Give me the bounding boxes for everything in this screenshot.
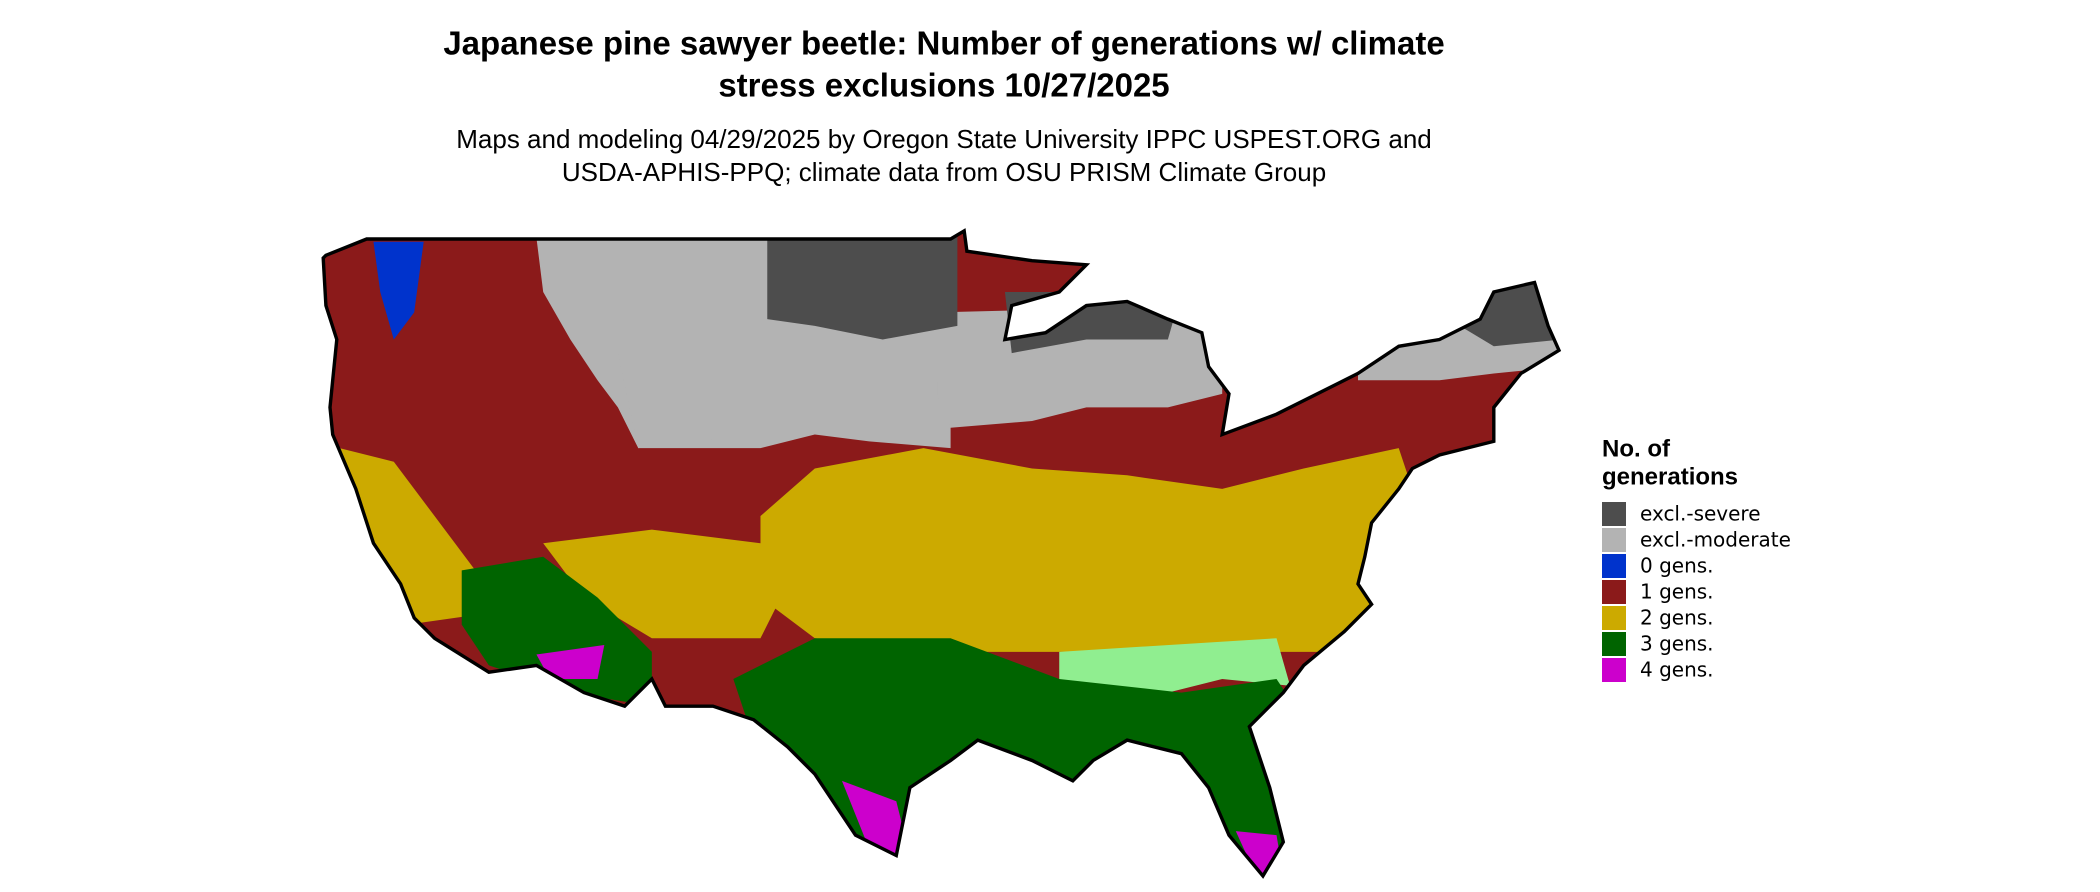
legend-swatch <box>1602 554 1626 578</box>
map-region <box>760 448 1413 652</box>
map-fill <box>323 230 1559 876</box>
map-region <box>536 645 605 679</box>
map <box>321 229 1561 878</box>
map-region <box>1459 271 1559 347</box>
legend-swatch <box>1602 502 1626 526</box>
legend-label: 1 gens. <box>1640 580 1714 604</box>
map-region <box>373 241 424 340</box>
subtitle-line: USDA-APHIS-PPQ; climate data from OSU PR… <box>562 157 1326 187</box>
legend-label: excl.-severe <box>1640 502 1761 526</box>
map-region <box>767 230 958 340</box>
legend-label: 3 gens. <box>1640 632 1714 656</box>
title-line: Japanese pine sawyer beetle: Number of g… <box>443 25 1444 62</box>
legend-label: 2 gens. <box>1640 606 1714 630</box>
map-region <box>1059 638 1291 693</box>
map-region <box>841 780 910 856</box>
legend-swatch <box>1602 606 1626 630</box>
legend-title: No. of <box>1602 435 1671 462</box>
legend-swatch <box>1602 580 1626 604</box>
legend-label: 0 gens. <box>1640 554 1714 578</box>
legend-title: generations <box>1602 463 1738 490</box>
map-region <box>543 529 788 639</box>
title-line: stress exclusions 10/27/2025 <box>718 67 1169 104</box>
legend-label: 4 gens. <box>1640 658 1714 682</box>
legend-swatch <box>1602 528 1626 552</box>
legend-swatch <box>1602 632 1626 656</box>
legend-swatch <box>1602 658 1626 682</box>
subtitle-line: Maps and modeling 04/29/2025 by Oregon S… <box>456 124 1432 154</box>
map-region <box>617 353 761 449</box>
legend-label: excl.-moderate <box>1640 528 1791 552</box>
